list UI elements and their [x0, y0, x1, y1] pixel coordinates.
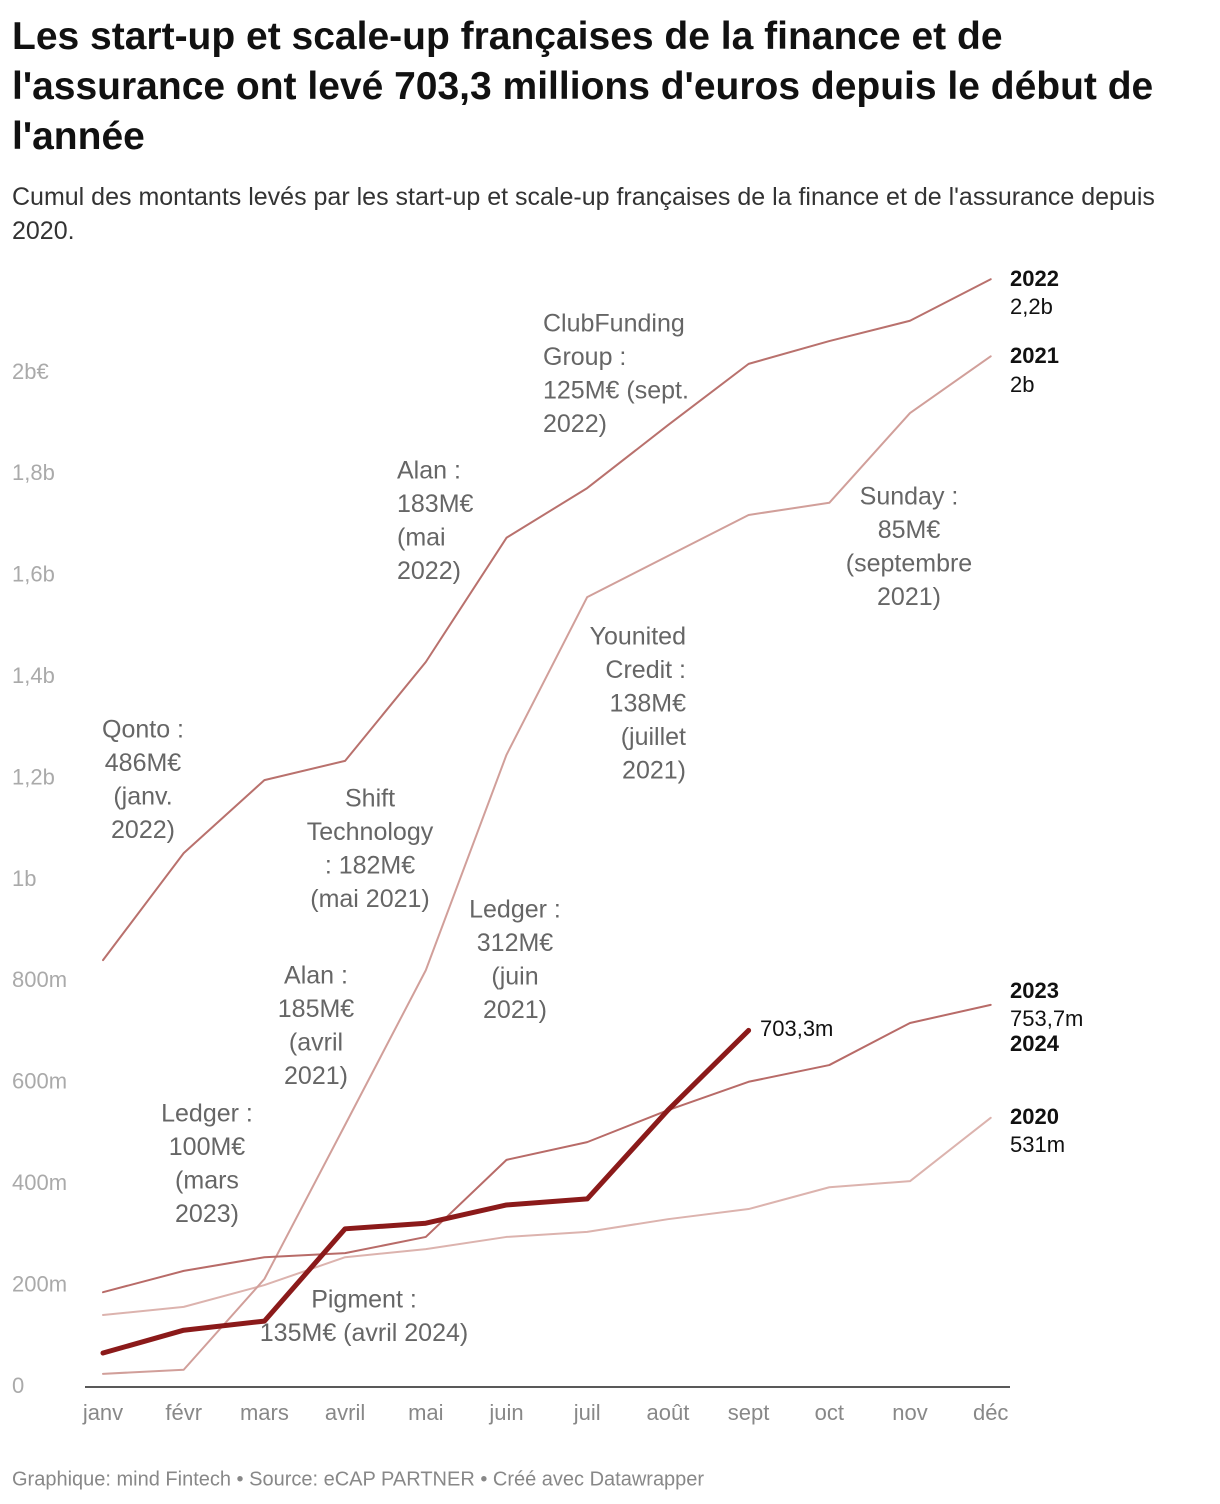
- annotation: 100M€: [169, 1133, 246, 1161]
- series-label: 2023: [1010, 978, 1059, 1003]
- x-tick-label: févr: [165, 1400, 202, 1425]
- annotation: 2023): [175, 1200, 239, 1228]
- y-tick-label: 0: [12, 1373, 24, 1398]
- y-tick-label: 1,2b: [12, 764, 55, 789]
- series-line: [100, 1027, 752, 1356]
- value-label: 531m: [1010, 1132, 1065, 1157]
- x-tick-label: avril: [325, 1400, 365, 1425]
- annotation: Qonto :: [102, 716, 184, 744]
- y-tick-label: 2b€: [12, 359, 49, 384]
- annotation: 2022): [111, 816, 175, 844]
- annotation: Ledger :: [161, 1100, 253, 1128]
- annotation: 2022): [397, 557, 461, 585]
- annotation: 2021): [284, 1062, 348, 1090]
- annotation: (septembre: [846, 550, 972, 578]
- x-tick-label: mars: [240, 1400, 289, 1425]
- y-tick-label: 1b: [12, 866, 36, 891]
- annotation: 85M€: [878, 516, 941, 544]
- footer: Graphique: mind Fintech • Source: eCAP P…: [12, 1468, 704, 1490]
- annotation: Group :: [543, 343, 626, 371]
- annotation: (janv.: [113, 783, 172, 811]
- series-label: 2020: [1010, 1104, 1059, 1129]
- annotation: Shift: [345, 785, 395, 813]
- annotation: Alan :: [397, 457, 461, 485]
- x-tick-label: août: [646, 1400, 689, 1425]
- annotation: ClubFunding: [543, 310, 685, 338]
- y-tick-label: 600m: [12, 1069, 67, 1094]
- annotation: (juin: [491, 963, 538, 991]
- annotation: 138M€: [610, 690, 687, 718]
- annotation: 2021): [622, 757, 686, 785]
- chart-title: Les start-up et scale-up françaises de l…: [12, 15, 1154, 158]
- annotation: Sunday :: [860, 483, 959, 511]
- series-line: [102, 355, 992, 1375]
- x-tick-label: juil: [573, 1400, 601, 1425]
- annotation: 2022): [543, 410, 607, 438]
- annotation: (mai: [397, 524, 446, 552]
- series-label: 2024: [1010, 1031, 1060, 1056]
- annotation: (mars: [175, 1167, 239, 1195]
- y-tick-label: 400m: [12, 1170, 67, 1195]
- annotation: Alan :: [284, 962, 348, 990]
- y-tick-label: 1,4b: [12, 663, 55, 688]
- chart-subtitle: Cumul des montants levés par les start-u…: [12, 183, 1155, 245]
- annotation: Younited: [590, 623, 686, 651]
- x-tick-label: mai: [408, 1400, 443, 1425]
- value-label: 703,3m: [760, 1016, 833, 1041]
- annotation: Technology: [307, 818, 434, 846]
- annotation: 2021): [483, 996, 547, 1024]
- annotation: Ledger :: [469, 896, 561, 924]
- series-line: [102, 1116, 992, 1317]
- y-tick-label: 1,8b: [12, 460, 55, 485]
- value-label: 2,2b: [1010, 294, 1053, 319]
- x-tick-label: nov: [892, 1400, 927, 1425]
- y-tick-label: 1,6b: [12, 562, 55, 587]
- annotation: 125M€ (sept.: [543, 377, 689, 405]
- x-tick-label: juin: [488, 1400, 523, 1425]
- annotation: 486M€: [105, 749, 182, 777]
- annotation: Pigment :: [311, 1286, 417, 1314]
- annotation: 185M€: [278, 995, 355, 1023]
- x-tick-label: déc: [973, 1400, 1008, 1425]
- annotation: (avril: [289, 1029, 343, 1057]
- annotation: : 182M€: [325, 852, 415, 880]
- series-line: [102, 1003, 992, 1294]
- annotation: 135M€ (avril 2024): [260, 1319, 468, 1347]
- value-label: 2b: [1010, 372, 1034, 397]
- annotation: Credit :: [605, 656, 686, 684]
- y-tick-label: 200m: [12, 1271, 67, 1296]
- series-label: 2022: [1010, 266, 1059, 291]
- annotation: 312M€: [477, 929, 554, 957]
- annotation: (juillet: [621, 723, 686, 751]
- annotation: 183M€: [397, 490, 474, 518]
- y-tick-label: 800m: [12, 967, 67, 992]
- value-label: 753,7m: [1010, 1006, 1083, 1031]
- x-tick-label: janv: [82, 1400, 123, 1425]
- series-label: 2021: [1010, 343, 1059, 368]
- annotation: (mai 2021): [310, 885, 430, 913]
- x-tick-label: oct: [815, 1400, 844, 1425]
- series-line: [102, 278, 992, 962]
- x-tick-label: sept: [728, 1400, 770, 1425]
- annotation: 2021): [877, 583, 941, 611]
